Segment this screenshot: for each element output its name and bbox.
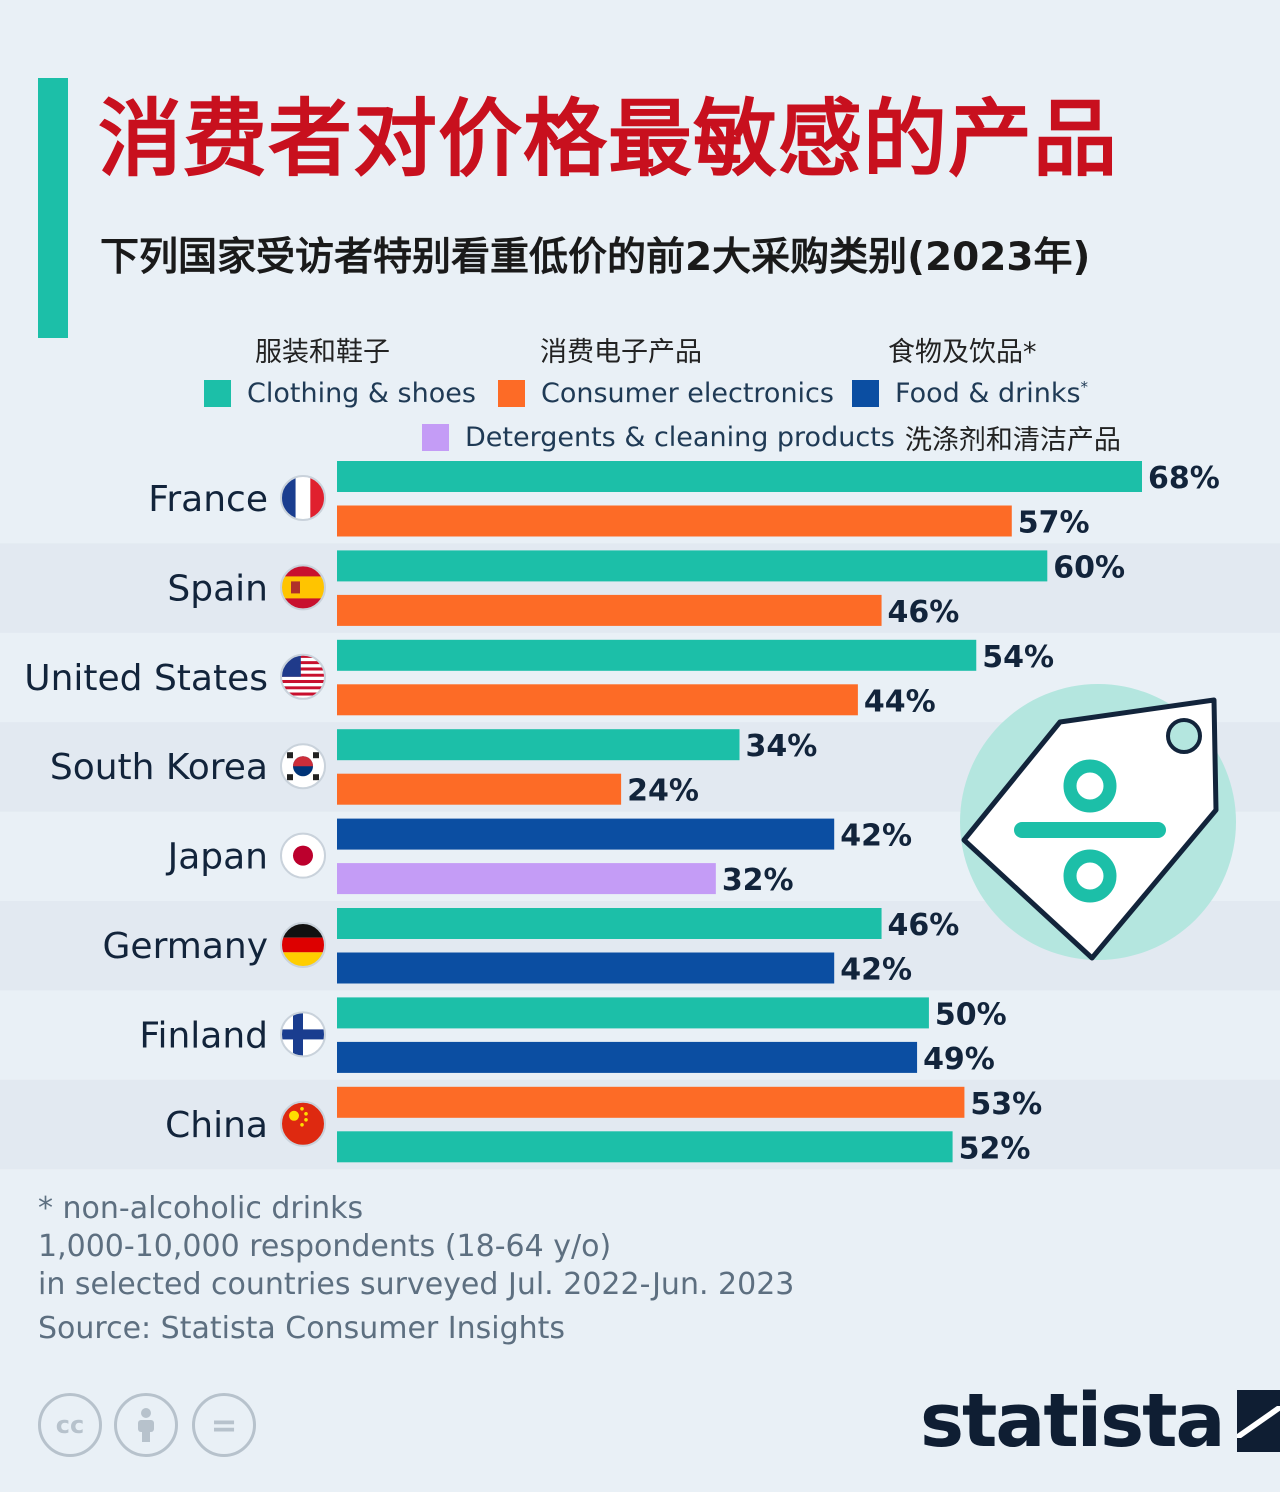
legend-clothing-cn: 服装和鞋子 bbox=[255, 337, 390, 368]
legend-swatch-detergents bbox=[422, 424, 449, 451]
bar-food bbox=[337, 1041, 918, 1073]
value-label: 57% bbox=[1018, 506, 1090, 541]
attribution-icon[interactable] bbox=[114, 1393, 178, 1457]
bar-electronics bbox=[337, 594, 882, 626]
flags bbox=[280, 475, 326, 1147]
source-note: Source: Statista Consumer Insights bbox=[38, 1311, 566, 1346]
bar-clothing bbox=[337, 729, 740, 761]
legend-item-clothing: Clothing & shoes bbox=[204, 378, 476, 409]
footnote-drinks: * non-alcoholic drinks bbox=[38, 1191, 364, 1226]
country-labels: France Spain United States South Korea Japan… bbox=[24, 479, 268, 1146]
germany-flag-icon bbox=[280, 922, 326, 968]
person-icon bbox=[138, 1408, 154, 1442]
country-label: Germany bbox=[103, 926, 268, 967]
chart-subtitle: 下列国家受访者特别看重低价的前2大采购类别(2023年) bbox=[100, 235, 1091, 280]
legend-item-food: Food & drinks* bbox=[852, 378, 1088, 409]
legend-label-detergents: Detergents & cleaning products bbox=[465, 422, 895, 453]
country-label: United States bbox=[24, 658, 268, 699]
accent-bar bbox=[38, 78, 68, 338]
price-tag-icon bbox=[960, 684, 1236, 961]
legend-label-detergents-cn: 洗涤剂和清洁产品 bbox=[904, 425, 1121, 456]
value-label: 68% bbox=[1148, 461, 1220, 496]
bar-food bbox=[337, 818, 835, 850]
statista-logo[interactable]: statista bbox=[920, 1378, 1280, 1464]
legend-label-food-text: Food & drinks bbox=[895, 378, 1081, 409]
legend-electronics-cn: 消费电子产品 bbox=[540, 337, 702, 368]
value-label: 50% bbox=[935, 997, 1007, 1032]
chart-title: 消费者对价格最敏感的产品 bbox=[98, 90, 1119, 188]
spain-flag-icon bbox=[280, 564, 326, 611]
usa-flag-icon bbox=[280, 653, 326, 700]
value-label: 52% bbox=[959, 1131, 1031, 1166]
legend-item-electronics: Consumer electronics bbox=[498, 378, 834, 409]
cc-icon[interactable]: cc bbox=[38, 1393, 102, 1457]
country-label: Spain bbox=[167, 568, 268, 609]
country-label: South Korea bbox=[50, 747, 268, 788]
bar-clothing bbox=[337, 461, 1142, 492]
bar-food bbox=[337, 952, 835, 984]
china-flag-icon bbox=[280, 1100, 326, 1147]
value-label: 32% bbox=[722, 863, 794, 898]
bar-chart: 68% 57% 60% 46% 54% 44% 34% 24% 42% 32% 46% 42% 50% 4… bbox=[24, 461, 1236, 1167]
bar-clothing bbox=[337, 997, 929, 1029]
japan-flag-icon bbox=[280, 832, 326, 879]
value-label: 34% bbox=[746, 729, 818, 764]
value-label: 24% bbox=[627, 774, 699, 809]
bar-electronics bbox=[337, 684, 858, 716]
value-label: 42% bbox=[840, 819, 912, 854]
legend-swatch-electronics bbox=[498, 380, 525, 407]
statista-mark-icon bbox=[1237, 1390, 1280, 1452]
country-label: Japan bbox=[166, 837, 268, 878]
value-label: 54% bbox=[982, 640, 1054, 675]
bar-electronics bbox=[337, 773, 622, 805]
value-label: 60% bbox=[1053, 550, 1125, 585]
legend-swatch-food bbox=[852, 380, 879, 407]
legend-label-food: Food & drinks* bbox=[895, 378, 1088, 409]
france-flag-icon bbox=[280, 475, 326, 521]
legend-swatch-clothing bbox=[204, 380, 231, 407]
legend-food-asterisk: * bbox=[1080, 378, 1089, 396]
bar-clothing bbox=[337, 639, 977, 671]
value-label: 53% bbox=[970, 1087, 1042, 1122]
korea-flag-icon bbox=[280, 743, 326, 790]
finland-flag-icon bbox=[280, 1011, 326, 1058]
bar-electronics bbox=[337, 1086, 965, 1118]
legend-label-clothing: Clothing & shoes bbox=[247, 378, 476, 409]
legend-food-cn: 食物及饮品* bbox=[888, 337, 1037, 368]
value-label: 44% bbox=[864, 684, 936, 719]
footnotes: * non-alcoholic drinks 1,000-10,000 resp… bbox=[38, 1190, 794, 1348]
no-derivatives-icon[interactable]: = bbox=[192, 1393, 256, 1457]
legend-label-electronics: Consumer electronics bbox=[541, 378, 834, 409]
bar-clothing bbox=[337, 1131, 953, 1163]
country-label: Finland bbox=[139, 1015, 268, 1056]
bar-electronics bbox=[337, 505, 1012, 537]
value-label: 42% bbox=[840, 953, 912, 988]
country-label: France bbox=[148, 479, 268, 520]
value-label: 46% bbox=[888, 595, 960, 630]
bars: 68% 57% 60% 46% 54% 44% 34% 24% 42% 32% 46% 42% 50% 4… bbox=[337, 461, 1220, 1166]
footnote-respondents: 1,000-10,000 respondents (18-64 y/o) bbox=[38, 1229, 612, 1264]
footnote-period: in selected countries surveyed Jul. 2022… bbox=[38, 1267, 795, 1302]
bar-detergents bbox=[337, 863, 716, 895]
logo-text: statista bbox=[920, 1378, 1225, 1464]
value-label: 46% bbox=[888, 908, 960, 943]
country-label: China bbox=[165, 1105, 268, 1146]
value-label: 49% bbox=[923, 1042, 995, 1077]
legend-item-detergents: Detergents & cleaning products 洗涤剂和清洁产品 bbox=[422, 418, 1121, 457]
bar-clothing bbox=[337, 908, 882, 939]
bar-clothing bbox=[337, 550, 1048, 582]
